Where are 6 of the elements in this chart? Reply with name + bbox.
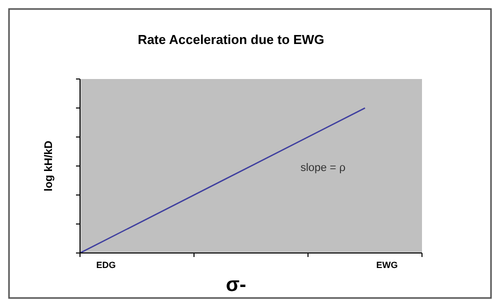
x-tick-label: EWG: [376, 260, 398, 270]
x-axis-title: σ-: [226, 274, 246, 296]
x-tick-label: EDG: [96, 260, 116, 270]
chart-title: Rate Acceleration due to EWG: [138, 32, 324, 47]
annotation: slope = ρ: [300, 162, 346, 174]
y-axis-title: log kH/kD: [43, 140, 55, 192]
